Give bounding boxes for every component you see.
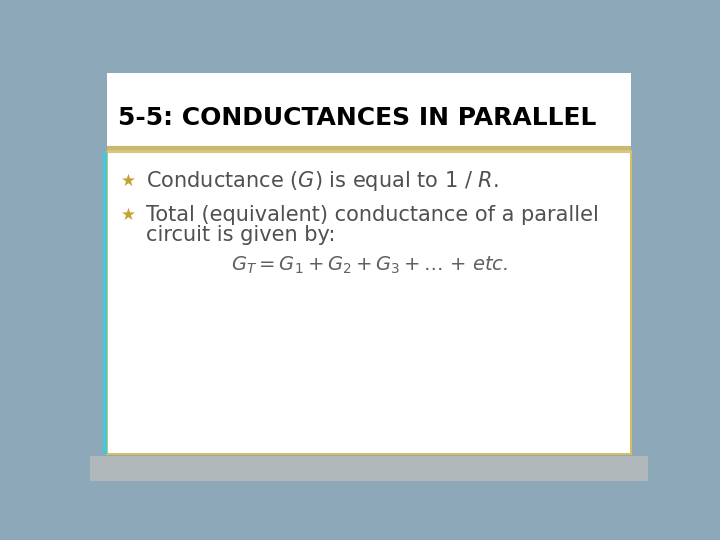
- Text: ★: ★: [121, 206, 136, 224]
- Text: 5-5: CONDUCTANCES IN PARALLEL: 5-5: CONDUCTANCES IN PARALLEL: [118, 106, 596, 130]
- Text: $G_T = G_1 + G_2 + G_3 + \ldots$ + etc.: $G_T = G_1 + G_2 + G_3 + \ldots$ + etc.: [230, 255, 508, 276]
- FancyBboxPatch shape: [107, 152, 631, 454]
- FancyBboxPatch shape: [107, 72, 631, 146]
- Text: Conductance ($G$) is equal to 1 / $R$.: Conductance ($G$) is equal to 1 / $R$.: [145, 169, 498, 193]
- FancyBboxPatch shape: [90, 456, 648, 481]
- Text: Total (equivalent) conductance of a parallel: Total (equivalent) conductance of a para…: [145, 205, 598, 225]
- Text: circuit is given by:: circuit is given by:: [145, 225, 336, 245]
- FancyBboxPatch shape: [103, 152, 107, 454]
- Text: ★: ★: [121, 172, 136, 190]
